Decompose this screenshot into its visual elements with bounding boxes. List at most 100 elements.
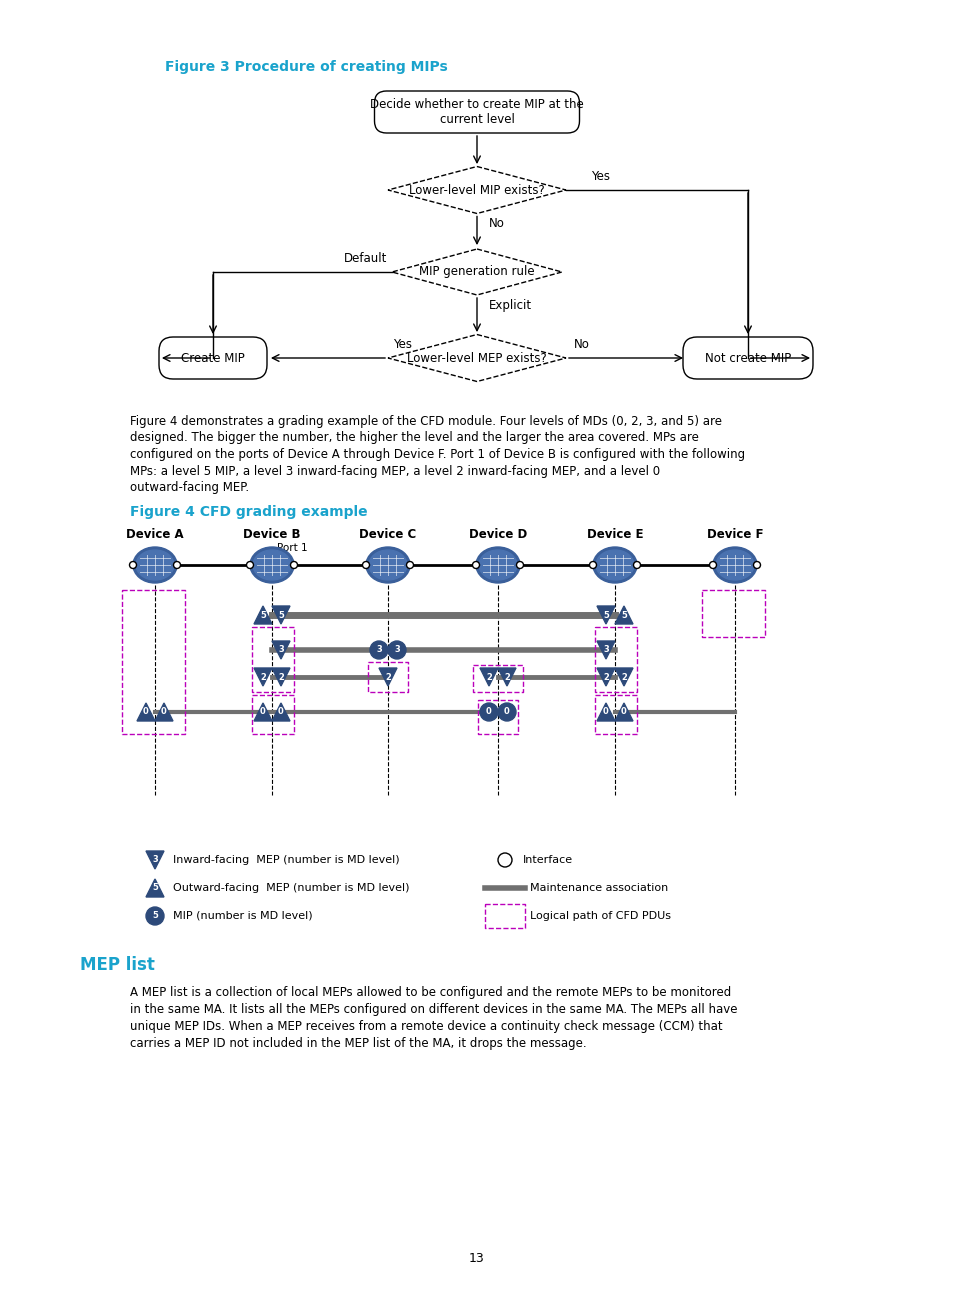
Circle shape: [146, 907, 164, 925]
Ellipse shape: [253, 550, 291, 581]
Text: Device E: Device E: [586, 527, 642, 540]
Polygon shape: [253, 607, 272, 623]
Polygon shape: [253, 702, 272, 721]
Text: 3: 3: [375, 645, 381, 654]
Circle shape: [479, 702, 497, 721]
Text: 5: 5: [152, 884, 158, 893]
Text: Maintenance association: Maintenance association: [530, 883, 667, 893]
Text: Device B: Device B: [243, 527, 300, 540]
Polygon shape: [615, 667, 633, 686]
Text: 0: 0: [161, 708, 167, 717]
Text: Yes: Yes: [393, 338, 412, 351]
Text: Figure 4 demonstrates a grading example of the CFD module. Four levels of MDs (0: Figure 4 demonstrates a grading example …: [130, 415, 721, 428]
Ellipse shape: [132, 547, 177, 583]
Ellipse shape: [250, 547, 294, 583]
Circle shape: [497, 702, 516, 721]
Text: MEP list: MEP list: [80, 956, 154, 975]
Text: Decide whether to create MIP at the
current level: Decide whether to create MIP at the curr…: [370, 98, 583, 126]
Ellipse shape: [716, 550, 753, 581]
Text: 2: 2: [260, 673, 266, 682]
Polygon shape: [272, 642, 290, 658]
Text: 2: 2: [277, 673, 284, 682]
Text: Figure 4 CFD grading example: Figure 4 CFD grading example: [130, 505, 367, 518]
Ellipse shape: [366, 547, 410, 583]
Text: Not create MIP: Not create MIP: [704, 351, 790, 364]
FancyBboxPatch shape: [682, 337, 812, 378]
Ellipse shape: [136, 550, 173, 581]
Text: A MEP list is a collection of local MEPs allowed to be configured and the remote: A MEP list is a collection of local MEPs…: [130, 986, 731, 999]
Circle shape: [516, 561, 523, 569]
Text: in the same MA. It lists all the MEPs configured on different devices in the sam: in the same MA. It lists all the MEPs co…: [130, 1003, 737, 1016]
Text: 0: 0: [486, 708, 492, 717]
Polygon shape: [392, 249, 561, 295]
Text: 5: 5: [620, 610, 626, 619]
Text: Create MIP: Create MIP: [181, 351, 245, 364]
Circle shape: [589, 561, 596, 569]
Text: 2: 2: [602, 673, 608, 682]
Text: 5: 5: [277, 610, 284, 619]
Polygon shape: [497, 667, 516, 686]
Text: configured on the ports of Device A through Device F. Port 1 of Device B is conf: configured on the ports of Device A thro…: [130, 448, 744, 461]
Ellipse shape: [596, 550, 634, 581]
Ellipse shape: [712, 547, 757, 583]
Text: 2: 2: [503, 673, 510, 682]
Text: 0: 0: [620, 708, 626, 717]
Polygon shape: [137, 702, 154, 721]
Text: MIP generation rule: MIP generation rule: [418, 266, 535, 279]
Text: 3: 3: [152, 855, 157, 864]
Ellipse shape: [478, 550, 517, 581]
Polygon shape: [146, 851, 164, 870]
Circle shape: [173, 561, 180, 569]
Text: Yes: Yes: [590, 171, 609, 184]
Polygon shape: [378, 667, 396, 686]
Text: Lower-level MIP exists?: Lower-level MIP exists?: [409, 184, 544, 197]
Circle shape: [130, 561, 136, 569]
Polygon shape: [154, 702, 172, 721]
Text: Device D: Device D: [468, 527, 527, 540]
Ellipse shape: [369, 550, 407, 581]
Circle shape: [246, 561, 253, 569]
Circle shape: [370, 642, 388, 658]
Circle shape: [709, 561, 716, 569]
Polygon shape: [615, 607, 633, 623]
Polygon shape: [388, 334, 565, 381]
Text: 3: 3: [602, 645, 608, 654]
Text: MIP (number is MD level): MIP (number is MD level): [172, 911, 313, 921]
Polygon shape: [597, 667, 615, 686]
Polygon shape: [597, 607, 615, 623]
Text: carries a MEP ID not included in the MEP list of the MA, it drops the message.: carries a MEP ID not included in the MEP…: [130, 1037, 586, 1050]
Text: 5: 5: [152, 911, 158, 920]
Circle shape: [291, 561, 297, 569]
Circle shape: [497, 853, 512, 867]
Polygon shape: [146, 879, 164, 897]
Ellipse shape: [593, 547, 637, 583]
Text: 3: 3: [278, 645, 284, 654]
Text: unique MEP IDs. When a MEP receives from a remote device a continuity check mess: unique MEP IDs. When a MEP receives from…: [130, 1020, 721, 1033]
Polygon shape: [597, 702, 615, 721]
Circle shape: [472, 561, 479, 569]
Text: 3: 3: [394, 645, 399, 654]
Text: 0: 0: [143, 708, 149, 717]
FancyBboxPatch shape: [375, 91, 578, 133]
Polygon shape: [388, 166, 565, 214]
Ellipse shape: [476, 547, 519, 583]
Text: Device A: Device A: [126, 527, 184, 540]
Text: No: No: [489, 216, 504, 229]
Text: Figure 3 Procedure of creating MIPs: Figure 3 Procedure of creating MIPs: [165, 60, 447, 74]
Circle shape: [406, 561, 413, 569]
Circle shape: [633, 561, 639, 569]
Text: 5: 5: [602, 610, 608, 619]
Text: 13: 13: [469, 1252, 484, 1265]
Text: 2: 2: [620, 673, 626, 682]
Polygon shape: [272, 667, 290, 686]
Polygon shape: [479, 667, 497, 686]
Text: 0: 0: [602, 708, 608, 717]
Polygon shape: [615, 702, 633, 721]
Text: 0: 0: [278, 708, 284, 717]
Text: 0: 0: [260, 708, 266, 717]
Text: Lower-level MEP exists?: Lower-level MEP exists?: [407, 351, 546, 364]
Text: Device F: Device F: [706, 527, 762, 540]
Polygon shape: [272, 702, 290, 721]
Text: No: No: [574, 338, 589, 351]
Text: designed. The bigger the number, the higher the level and the larger the area co: designed. The bigger the number, the hig…: [130, 432, 699, 445]
